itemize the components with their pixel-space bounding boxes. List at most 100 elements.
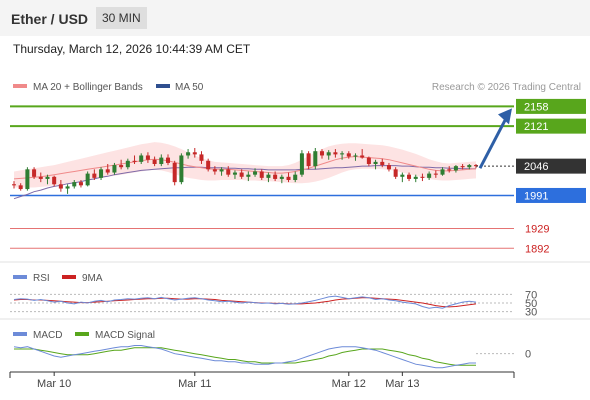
- rsi-ma-legend-label: 9MA: [82, 273, 103, 284]
- candle-body: [246, 174, 251, 177]
- candle-body: [340, 153, 345, 155]
- projection-arrow-shaft: [478, 117, 508, 169]
- candle-body: [125, 160, 130, 168]
- candle-body: [179, 155, 184, 183]
- price-panel: 2158 2121 1991 1929 1892 2046: [10, 98, 586, 255]
- ma20-line: [13, 155, 477, 180]
- candle-body: [407, 174, 412, 179]
- candle-body: [306, 153, 311, 167]
- time-axis-label: Mar 13: [385, 378, 419, 390]
- candle-body: [119, 165, 124, 168]
- candle-body: [72, 182, 77, 187]
- candle-body: [99, 169, 104, 178]
- candle-body: [293, 174, 298, 180]
- candle-body: [353, 155, 358, 157]
- level-label-1991: 1991: [524, 190, 548, 202]
- candle-body: [279, 176, 284, 179]
- candle-body: [232, 172, 237, 175]
- level-label-1929: 1929: [525, 224, 549, 236]
- candle-body: [85, 173, 90, 186]
- candle-body: [286, 176, 291, 180]
- candle-body: [165, 157, 171, 163]
- research-credit: Research © 2026 Trading Central: [432, 82, 581, 93]
- candle-body: [18, 185, 23, 190]
- candle-body: [219, 169, 224, 172]
- level-label-2121: 2121: [524, 121, 548, 133]
- candle-body: [440, 169, 445, 175]
- ma50-legend-label: MA 50: [175, 82, 204, 93]
- candle-body: [25, 169, 30, 190]
- ma20-legend-label: MA 20 + Bollinger Bands: [33, 82, 143, 93]
- candle-body: [212, 169, 217, 172]
- candle-body: [92, 173, 97, 178]
- candle-body: [105, 169, 110, 173]
- candle-body: [326, 152, 331, 156]
- candle-body: [460, 166, 465, 168]
- ma20-legend-swatch: [13, 84, 27, 88]
- candle-body: [52, 176, 57, 185]
- timeframe-badge[interactable]: 30 MIN: [96, 7, 147, 29]
- time-axis: Mar 10 Mar 11 Mar 12 Mar 13: [9, 371, 515, 390]
- candle-body: [259, 171, 264, 178]
- rsi-level-label: 50: [525, 298, 537, 310]
- candle-body: [273, 174, 278, 179]
- macd-signal-line: [14, 347, 476, 366]
- candle-body: [366, 157, 371, 164]
- rsi-ma-legend-swatch: [62, 275, 76, 279]
- level-tag-1991: [516, 187, 586, 203]
- candle-body: [453, 166, 458, 171]
- rsi-level-label: 30: [525, 307, 537, 319]
- time-axis-label: Mar 10: [37, 378, 71, 390]
- candle-body: [199, 154, 204, 161]
- candle-body: [159, 157, 164, 164]
- macd-legend-label: MACD: [33, 330, 62, 341]
- projection-arrow-head: [498, 108, 512, 125]
- candle-body: [380, 161, 385, 166]
- candle-body: [473, 165, 479, 167]
- macd-signal-legend-swatch: [75, 332, 89, 336]
- chart-header: Ether / USD 30 MIN: [0, 0, 590, 36]
- candle-body: [386, 165, 391, 170]
- candle-body: [145, 155, 150, 160]
- candle-body: [427, 173, 432, 178]
- candle-body: [139, 155, 144, 162]
- candle-body: [413, 176, 418, 179]
- candle-body: [346, 153, 351, 157]
- ma50-legend-swatch: [156, 84, 170, 88]
- last-price-label: 2046: [524, 161, 548, 173]
- ma50-line: [13, 165, 476, 200]
- candle-body: [467, 165, 472, 168]
- candle-body: [360, 155, 365, 158]
- macd-legend-swatch: [13, 332, 27, 336]
- time-axis-label: Mar 11: [178, 378, 211, 390]
- level-tag-2121: [516, 118, 586, 134]
- candle-body: [239, 172, 244, 177]
- candle-body: [313, 151, 318, 167]
- candle-body: [433, 173, 438, 175]
- macd-zero-label: 0: [525, 349, 531, 361]
- candle-body: [152, 159, 157, 164]
- macd-panel: 0: [13, 345, 531, 369]
- candle-body: [206, 160, 211, 170]
- candle-body: [78, 182, 83, 186]
- candle-body: [172, 162, 177, 183]
- candle-body: [192, 152, 197, 155]
- chart-datetime: Thursday, March 12, 2026 10:44:39 AM CET: [13, 42, 251, 56]
- level-label-2158: 2158: [524, 101, 548, 113]
- candle-body: [400, 174, 405, 177]
- rsi-line: [13, 295, 477, 309]
- candle-body: [65, 186, 70, 189]
- bollinger-band: [14, 142, 476, 188]
- candle-body: [32, 169, 37, 177]
- candle-body: [393, 169, 398, 177]
- instrument-title: Ether / USD: [11, 11, 89, 27]
- macd-line: [13, 345, 476, 369]
- candle-body: [319, 151, 325, 156]
- candle-body: [58, 184, 63, 189]
- candle-body: [420, 176, 425, 178]
- candle-body: [447, 169, 452, 171]
- candle-body: [38, 176, 43, 179]
